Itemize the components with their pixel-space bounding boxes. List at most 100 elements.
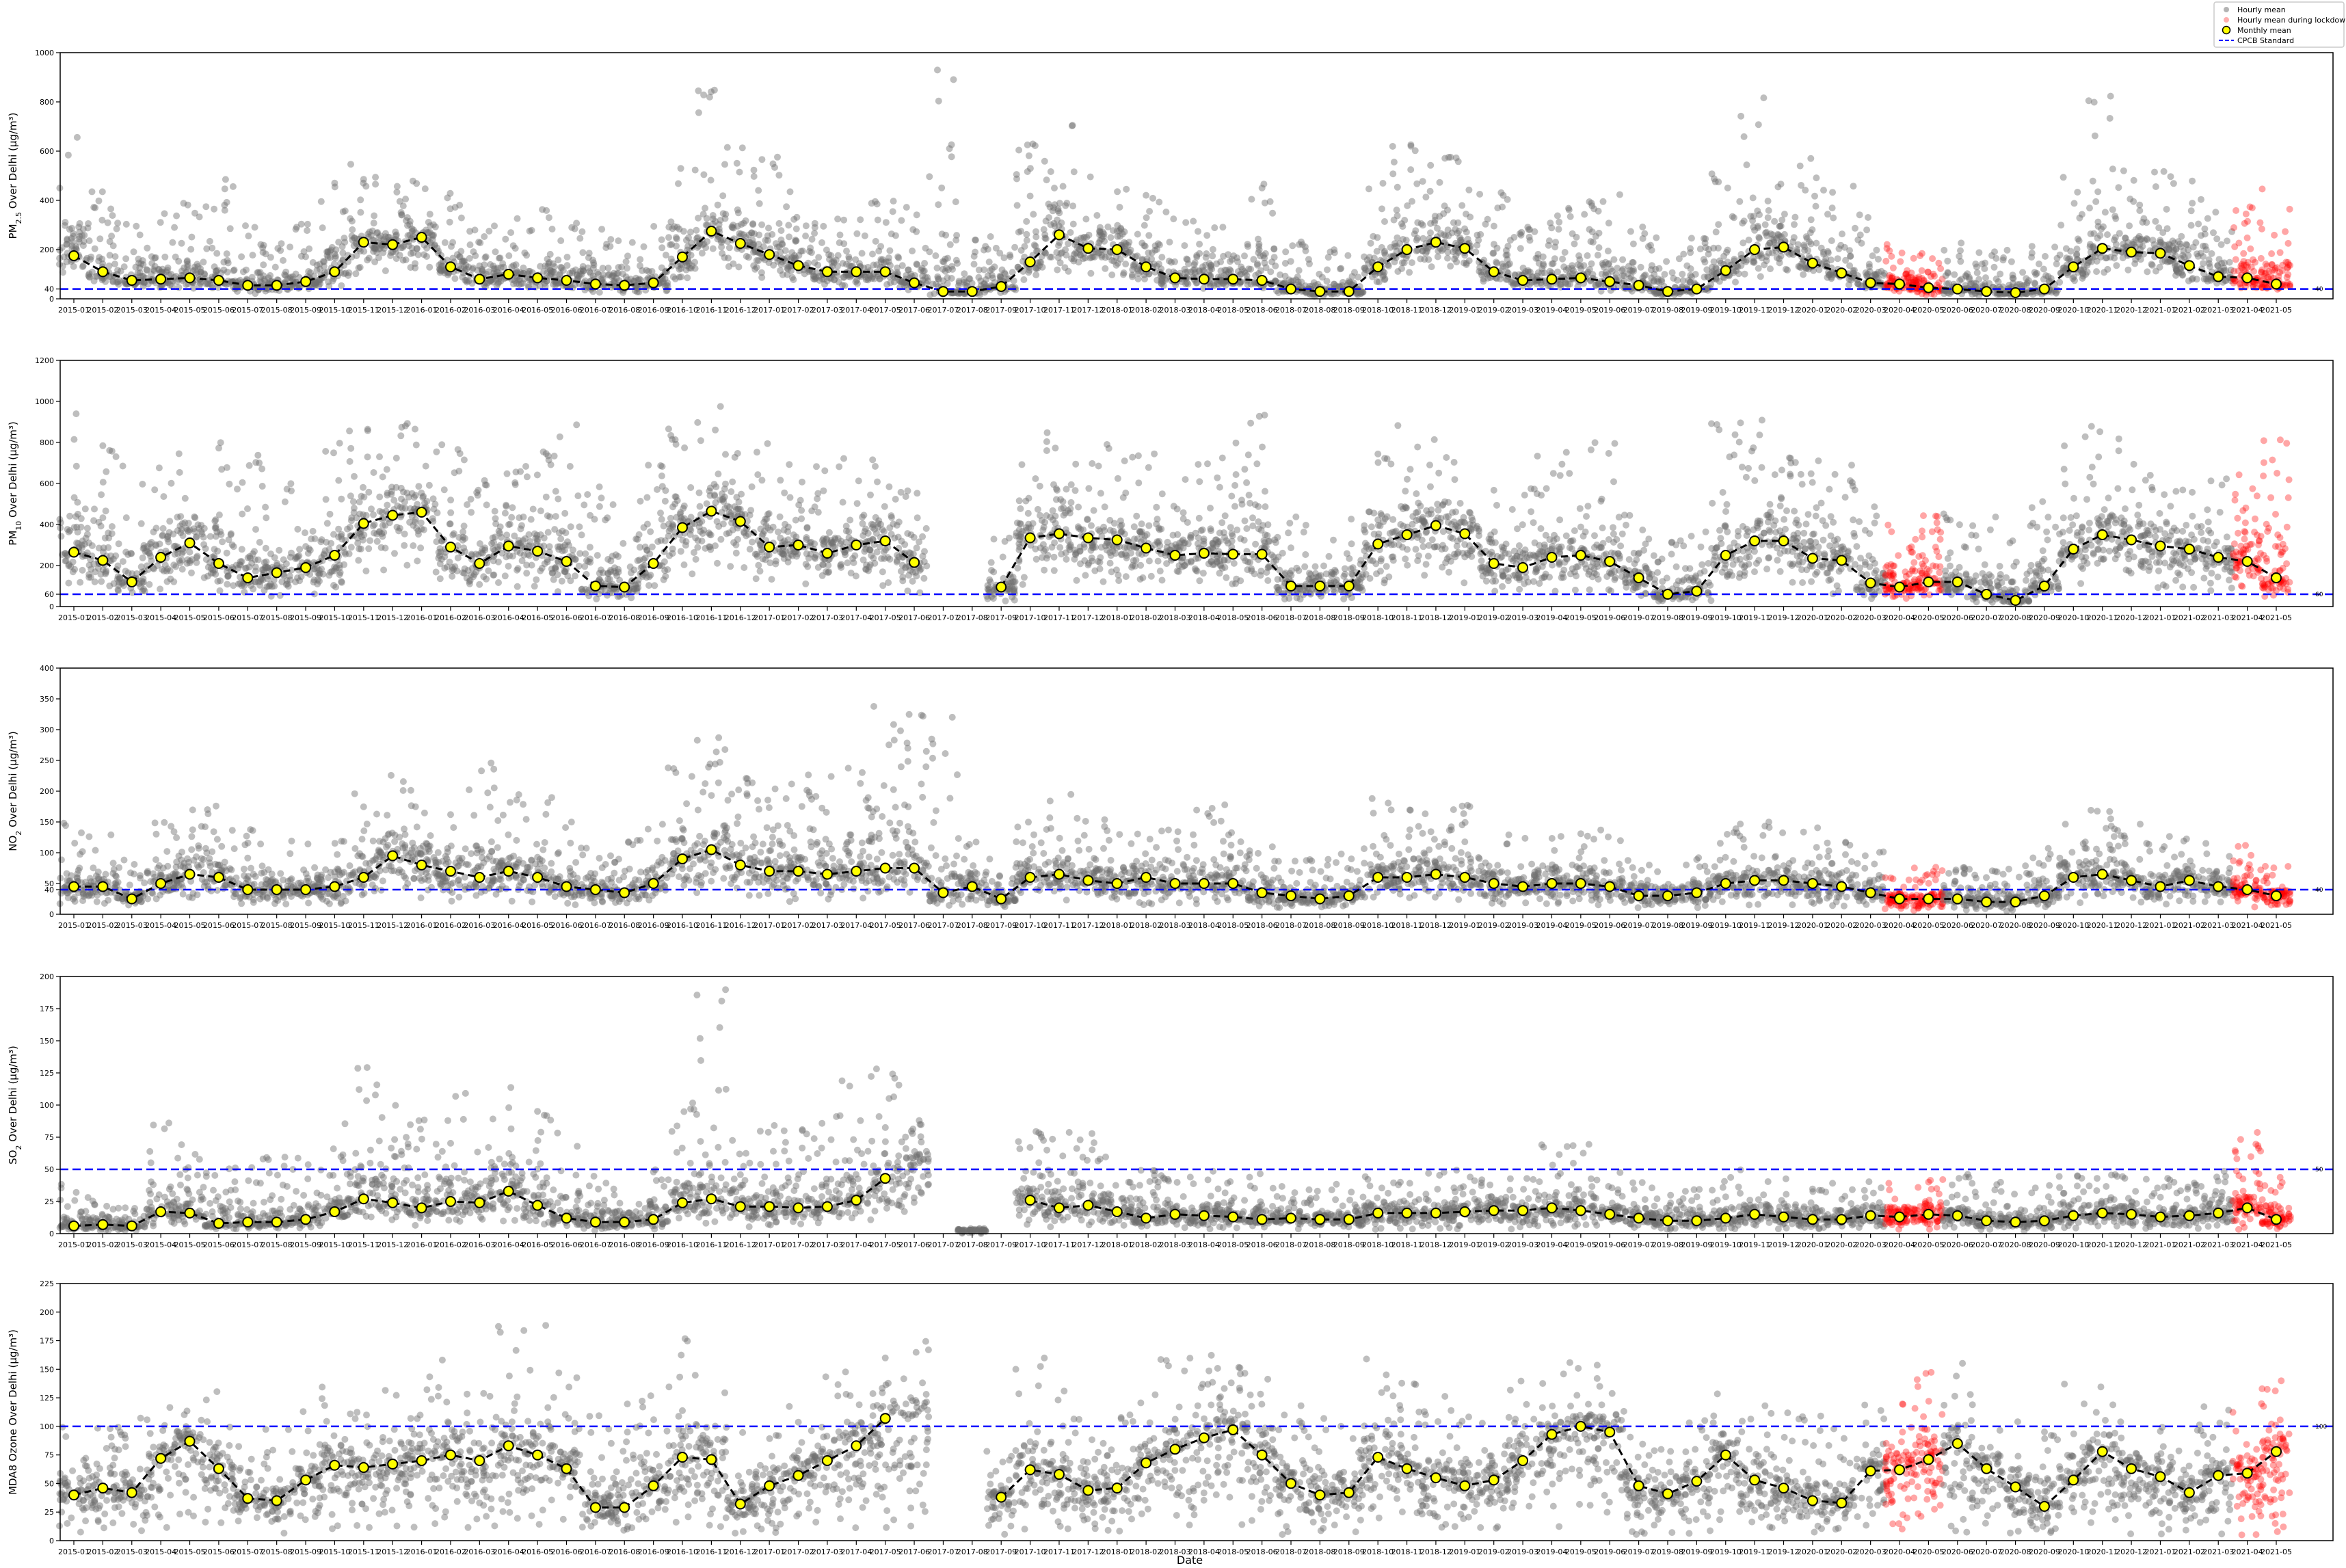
hourly-point [1830,215,1837,222]
hourly-point [726,244,733,251]
hourly-point [926,173,933,180]
hourly-point [1526,234,1533,241]
hourly-point [1802,264,1809,271]
hourly-point [162,561,169,568]
hourly-point [2008,258,2015,265]
hourly-point [1875,256,1882,263]
hourly-point [1716,278,1723,285]
hourly-point [92,579,98,585]
hourly-point [2107,93,2114,100]
hourly-point [1045,214,1052,221]
hourly-point [1791,221,1798,228]
hourly-point [1193,254,1200,261]
hourly-point [526,228,533,235]
lockdown-point [1919,291,1925,297]
hourly-point [1419,178,1426,185]
hourly-point [1581,211,1588,218]
hourly-point [1663,258,1670,265]
hourly-point [1292,276,1299,283]
x-tick-label: 2016-05 [522,306,553,315]
hourly-point [485,268,492,275]
hourly-point [1270,245,1277,252]
hourly-point [427,211,434,217]
hourly-point [623,258,630,265]
hourly-point [456,202,463,209]
hourly-point [1525,226,1532,233]
hourly-point [700,171,707,178]
hourly-point [932,252,939,259]
hourly-point [1493,260,1500,267]
hourly-point [783,203,790,210]
hourly-point [2056,279,2063,286]
hourly-point [835,252,842,259]
hourly-point [1023,218,1030,225]
hourly-point [935,276,942,283]
hourly-point [1465,187,1472,194]
hourly-point [225,573,232,580]
hourly-point [715,202,721,209]
hourly-point [1324,267,1331,274]
hourly-point [507,229,514,236]
hourly-point [1023,231,1030,238]
hourly-point [1482,221,1489,228]
hourly-point [146,581,152,588]
hourly-point [938,185,945,191]
hourly-point [1389,170,1396,177]
hourly-point [1203,232,1210,239]
monthly-mean-point [938,287,948,296]
hourly-point [472,252,479,259]
x-tick-label: 2017-10 [1015,306,1046,315]
hourly-point [224,581,230,587]
hourly-point [70,436,77,443]
hourly-point [2115,184,2122,191]
hourly-point [281,271,288,278]
hourly-point [339,250,346,256]
hourly-point [1839,230,1845,237]
hourly-point [2031,269,2038,276]
x-tick-label: 2018-11 [1391,306,1423,315]
hourly-point [491,222,498,229]
hourly-point [114,226,120,232]
hourly-point [1986,280,1992,287]
hourly-point [952,198,959,205]
hourly-point [1619,256,1626,263]
hourly-point [398,244,405,251]
hourly-point [1241,252,1248,259]
hourly-point [840,260,847,267]
hourly-point [1435,248,1441,254]
hourly-point [1365,185,1372,192]
hourly-point [1627,228,1634,235]
hourly-point [846,256,853,263]
hourly-point [607,236,614,243]
hourly-point [87,256,94,263]
hourly-point [74,134,81,141]
monthly-mean-point [1112,245,1122,254]
hourly-point [2168,173,2174,180]
hourly-point [211,206,217,213]
hourly-point [1463,228,1470,235]
hourly-point [466,255,473,262]
hourly-point [2209,250,2215,257]
hourly-point [98,522,105,529]
x-tick-label: 2020-08 [2000,306,2031,315]
x-tick-label: 2020-06 [1942,306,1973,315]
monthly-mean-point [996,282,1006,291]
hourly-point [166,518,173,524]
hourly-point [557,237,564,244]
hourly-point [263,545,269,552]
hourly-point [2185,278,2192,284]
monthly-mean-point [127,276,137,285]
hourly-point [224,257,230,264]
hourly-point [1835,255,1841,262]
hourly-point [372,181,379,187]
hourly-point [764,237,771,244]
hourly-point [224,269,231,276]
hourly-point [852,278,859,285]
hourly-point [2143,219,2150,226]
hourly-point [975,274,982,281]
hourly-point [1217,258,1224,265]
hourly-point [1762,222,1769,228]
hourly-point [1742,271,1748,278]
hourly-point [815,254,822,261]
hourly-point [1824,248,1831,255]
